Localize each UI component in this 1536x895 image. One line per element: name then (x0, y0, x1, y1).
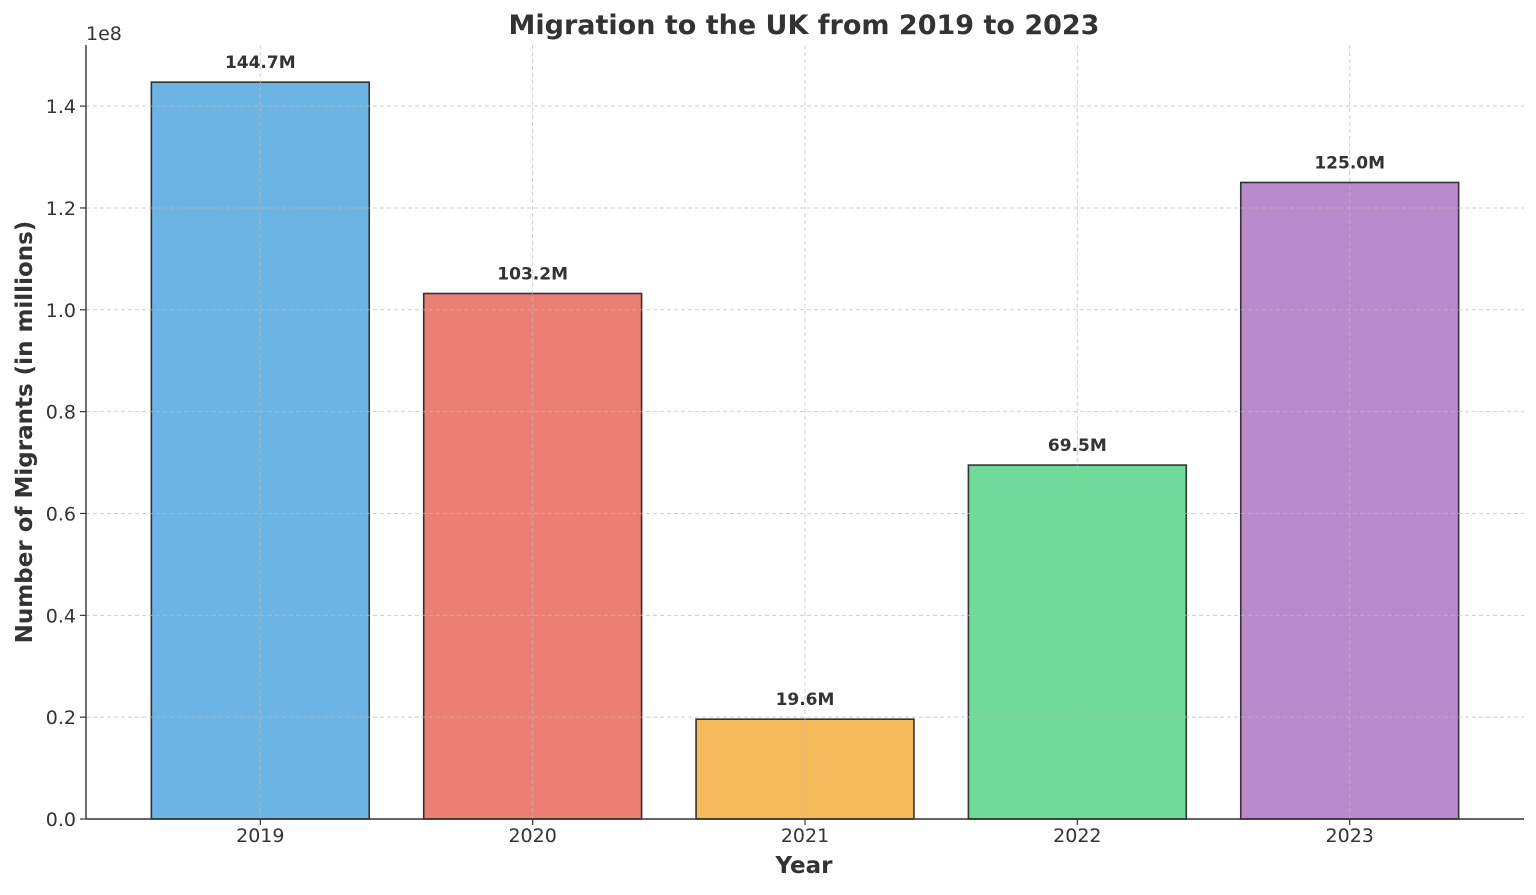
y-offset-label: 1e8 (86, 23, 122, 45)
x-tick-label: 2019 (236, 825, 284, 847)
y-tick-label: 0.2 (46, 707, 76, 729)
y-tick-label: 0.6 (46, 503, 76, 525)
y-tick-label: 0.4 (46, 605, 76, 627)
x-tick-label: 2022 (1053, 825, 1101, 847)
x-tick-label: 2021 (781, 825, 829, 847)
x-tick-label: 2020 (508, 825, 556, 847)
data-label: 69.5M (1048, 436, 1107, 456)
chart-title: Migration to the UK from 2019 to 2023 (509, 10, 1100, 41)
x-tick-label: 2023 (1326, 825, 1374, 847)
data-label: 144.7M (225, 53, 296, 73)
y-tick-label: 0.8 (46, 402, 76, 424)
y-axis-label: Number of Migrants (in millions) (12, 221, 38, 644)
data-label: 103.2M (497, 264, 568, 284)
y-tick-label: 1.0 (46, 300, 76, 322)
y-tick-label: 1.4 (46, 96, 76, 118)
x-axis-label: Year (774, 853, 833, 879)
y-tick-label: 0.0 (46, 809, 76, 831)
data-label: 125.0M (1314, 153, 1385, 173)
data-label: 19.6M (776, 690, 835, 710)
y-tick-label: 1.2 (46, 198, 76, 220)
